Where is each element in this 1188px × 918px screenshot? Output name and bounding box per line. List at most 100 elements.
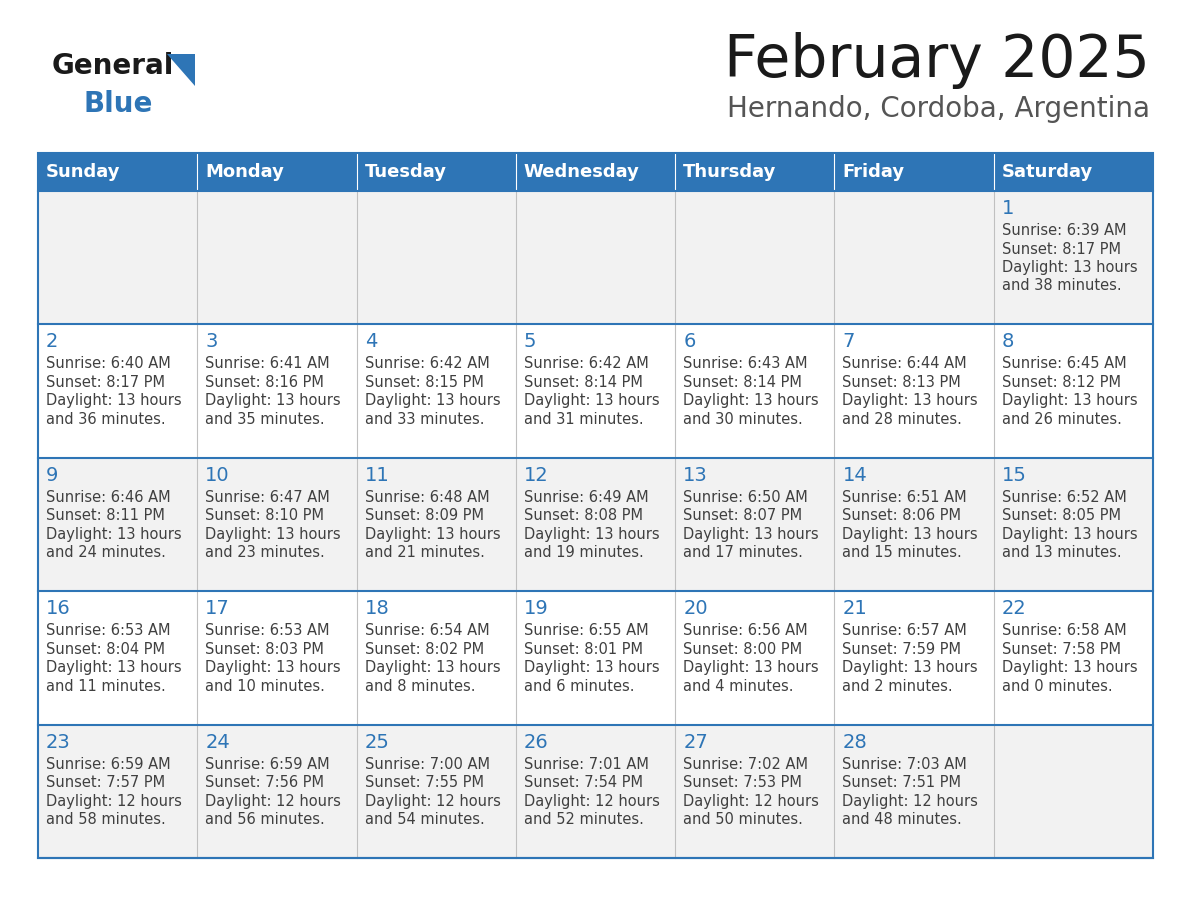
Text: Daylight: 13 hours: Daylight: 13 hours — [842, 527, 978, 542]
Text: and 58 minutes.: and 58 minutes. — [46, 812, 166, 827]
Text: Sunset: 8:06 PM: Sunset: 8:06 PM — [842, 509, 961, 523]
Text: Sunrise: 6:53 AM: Sunrise: 6:53 AM — [206, 623, 330, 638]
Text: Daylight: 13 hours: Daylight: 13 hours — [46, 394, 182, 409]
Text: and 54 minutes.: and 54 minutes. — [365, 812, 485, 827]
Text: Daylight: 12 hours: Daylight: 12 hours — [46, 793, 182, 809]
Text: Daylight: 13 hours: Daylight: 13 hours — [842, 660, 978, 676]
Text: Monday: Monday — [206, 163, 284, 181]
Text: 22: 22 — [1001, 599, 1026, 618]
Text: Daylight: 13 hours: Daylight: 13 hours — [206, 660, 341, 676]
Bar — [197, 153, 356, 191]
Text: Daylight: 13 hours: Daylight: 13 hours — [524, 527, 659, 542]
Text: Daylight: 13 hours: Daylight: 13 hours — [683, 527, 819, 542]
Text: Sunrise: 7:00 AM: Sunrise: 7:00 AM — [365, 756, 489, 772]
Text: 13: 13 — [683, 465, 708, 485]
Text: Sunrise: 6:54 AM: Sunrise: 6:54 AM — [365, 623, 489, 638]
Text: 16: 16 — [46, 599, 71, 618]
Text: 21: 21 — [842, 599, 867, 618]
Text: Daylight: 13 hours: Daylight: 13 hours — [365, 527, 500, 542]
Text: 25: 25 — [365, 733, 390, 752]
Text: Daylight: 13 hours: Daylight: 13 hours — [524, 660, 659, 676]
Text: Sunrise: 7:03 AM: Sunrise: 7:03 AM — [842, 756, 967, 772]
Text: Sunset: 8:15 PM: Sunset: 8:15 PM — [365, 375, 484, 390]
Text: Sunrise: 6:48 AM: Sunrise: 6:48 AM — [365, 490, 489, 505]
Text: 24: 24 — [206, 733, 230, 752]
Text: Sunset: 8:14 PM: Sunset: 8:14 PM — [683, 375, 802, 390]
Text: 6: 6 — [683, 332, 695, 352]
Text: Sunrise: 6:47 AM: Sunrise: 6:47 AM — [206, 490, 330, 505]
Text: Sunrise: 6:46 AM: Sunrise: 6:46 AM — [46, 490, 171, 505]
Text: Sunrise: 6:55 AM: Sunrise: 6:55 AM — [524, 623, 649, 638]
Text: Sunrise: 6:39 AM: Sunrise: 6:39 AM — [1001, 223, 1126, 238]
Bar — [38, 191, 1154, 324]
Text: Daylight: 13 hours: Daylight: 13 hours — [46, 527, 182, 542]
Text: Daylight: 13 hours: Daylight: 13 hours — [1001, 260, 1137, 275]
Text: 15: 15 — [1001, 465, 1026, 485]
Text: and 26 minutes.: and 26 minutes. — [1001, 412, 1121, 427]
Text: Sunset: 8:03 PM: Sunset: 8:03 PM — [206, 642, 324, 656]
Text: Sunrise: 6:52 AM: Sunrise: 6:52 AM — [1001, 490, 1126, 505]
Text: Sunset: 8:17 PM: Sunset: 8:17 PM — [1001, 241, 1120, 256]
Text: Daylight: 13 hours: Daylight: 13 hours — [365, 660, 500, 676]
Text: Tuesday: Tuesday — [365, 163, 447, 181]
Text: Daylight: 12 hours: Daylight: 12 hours — [365, 793, 500, 809]
Text: 17: 17 — [206, 599, 230, 618]
Text: Daylight: 12 hours: Daylight: 12 hours — [683, 793, 819, 809]
Bar — [38, 153, 1154, 858]
Text: 28: 28 — [842, 733, 867, 752]
Text: and 11 minutes.: and 11 minutes. — [46, 678, 166, 694]
Text: Sunrise: 6:41 AM: Sunrise: 6:41 AM — [206, 356, 330, 372]
Bar — [38, 591, 1154, 724]
Text: February 2025: February 2025 — [725, 32, 1150, 89]
Text: Sunset: 8:08 PM: Sunset: 8:08 PM — [524, 509, 643, 523]
Text: Sunset: 7:54 PM: Sunset: 7:54 PM — [524, 775, 643, 790]
Text: Sunset: 8:00 PM: Sunset: 8:00 PM — [683, 642, 802, 656]
Text: Daylight: 13 hours: Daylight: 13 hours — [206, 527, 341, 542]
Text: Sunset: 7:58 PM: Sunset: 7:58 PM — [1001, 642, 1120, 656]
Text: 27: 27 — [683, 733, 708, 752]
Text: Sunrise: 6:57 AM: Sunrise: 6:57 AM — [842, 623, 967, 638]
Text: and 28 minutes.: and 28 minutes. — [842, 412, 962, 427]
Text: Daylight: 13 hours: Daylight: 13 hours — [683, 394, 819, 409]
Text: Friday: Friday — [842, 163, 904, 181]
Text: Wednesday: Wednesday — [524, 163, 639, 181]
Text: and 48 minutes.: and 48 minutes. — [842, 812, 962, 827]
Bar — [516, 153, 675, 191]
Text: and 2 minutes.: and 2 minutes. — [842, 678, 953, 694]
Text: Sunset: 7:56 PM: Sunset: 7:56 PM — [206, 775, 324, 790]
Text: 7: 7 — [842, 332, 855, 352]
Text: and 31 minutes.: and 31 minutes. — [524, 412, 644, 427]
Text: Daylight: 12 hours: Daylight: 12 hours — [206, 793, 341, 809]
Text: and 36 minutes.: and 36 minutes. — [46, 412, 165, 427]
Text: Sunrise: 7:02 AM: Sunrise: 7:02 AM — [683, 756, 808, 772]
Text: Daylight: 13 hours: Daylight: 13 hours — [46, 660, 182, 676]
Bar — [993, 153, 1154, 191]
Text: Thursday: Thursday — [683, 163, 777, 181]
Text: Sunset: 8:09 PM: Sunset: 8:09 PM — [365, 509, 484, 523]
Text: Daylight: 13 hours: Daylight: 13 hours — [1001, 660, 1137, 676]
Text: Daylight: 12 hours: Daylight: 12 hours — [842, 793, 978, 809]
Text: Sunset: 8:05 PM: Sunset: 8:05 PM — [1001, 509, 1120, 523]
Text: Sunrise: 6:42 AM: Sunrise: 6:42 AM — [524, 356, 649, 372]
Text: and 4 minutes.: and 4 minutes. — [683, 678, 794, 694]
Text: Saturday: Saturday — [1001, 163, 1093, 181]
Text: Sunrise: 6:56 AM: Sunrise: 6:56 AM — [683, 623, 808, 638]
Text: and 33 minutes.: and 33 minutes. — [365, 412, 484, 427]
Text: and 15 minutes.: and 15 minutes. — [842, 545, 962, 560]
Text: Sunset: 8:01 PM: Sunset: 8:01 PM — [524, 642, 643, 656]
Bar — [38, 458, 1154, 591]
Text: 26: 26 — [524, 733, 549, 752]
Text: Sunrise: 6:43 AM: Sunrise: 6:43 AM — [683, 356, 808, 372]
Text: and 10 minutes.: and 10 minutes. — [206, 678, 326, 694]
Text: Sunset: 8:11 PM: Sunset: 8:11 PM — [46, 509, 165, 523]
Text: and 8 minutes.: and 8 minutes. — [365, 678, 475, 694]
Text: Sunset: 8:13 PM: Sunset: 8:13 PM — [842, 375, 961, 390]
Bar — [38, 153, 197, 191]
Text: Sunday: Sunday — [46, 163, 120, 181]
Text: 3: 3 — [206, 332, 217, 352]
Text: 14: 14 — [842, 465, 867, 485]
Text: and 17 minutes.: and 17 minutes. — [683, 545, 803, 560]
Bar — [38, 324, 1154, 458]
Text: 8: 8 — [1001, 332, 1015, 352]
Text: and 50 minutes.: and 50 minutes. — [683, 812, 803, 827]
